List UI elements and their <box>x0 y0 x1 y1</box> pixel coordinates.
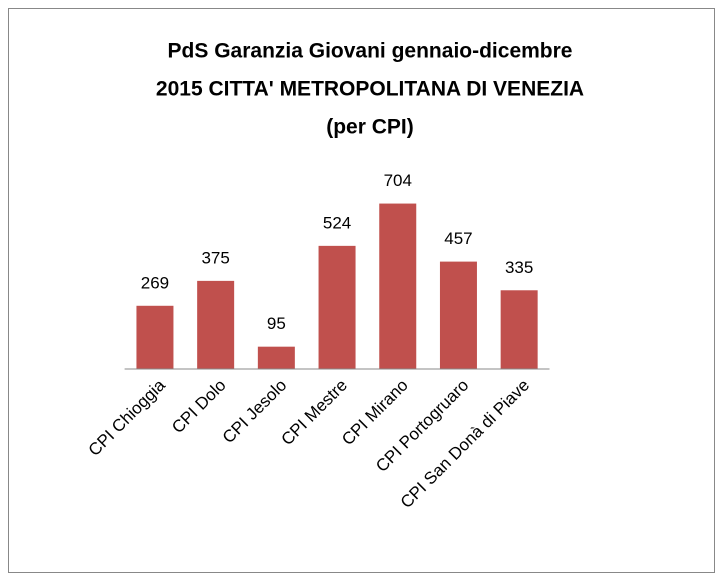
chart-title: PdS Garanzia Giovani gennaio-dicembre <box>168 40 573 63</box>
bar <box>500 290 538 369</box>
bar <box>257 346 295 369</box>
data-label: 524 <box>323 213 351 232</box>
data-label: 457 <box>444 229 472 248</box>
chart-title: (per CPI) <box>326 116 414 139</box>
bar <box>379 203 417 369</box>
chart-title: 2015 CITTA' METROPOLITANA DI VENEZIA <box>156 78 584 101</box>
data-label: 375 <box>201 248 229 267</box>
bar <box>197 280 235 369</box>
chart-frame <box>8 8 715 573</box>
bar <box>136 305 174 369</box>
data-label: 335 <box>505 258 533 277</box>
data-label: 704 <box>384 171 412 190</box>
bar <box>318 245 356 369</box>
data-label: 95 <box>267 314 286 333</box>
data-label: 269 <box>141 273 169 292</box>
bar <box>439 261 477 369</box>
